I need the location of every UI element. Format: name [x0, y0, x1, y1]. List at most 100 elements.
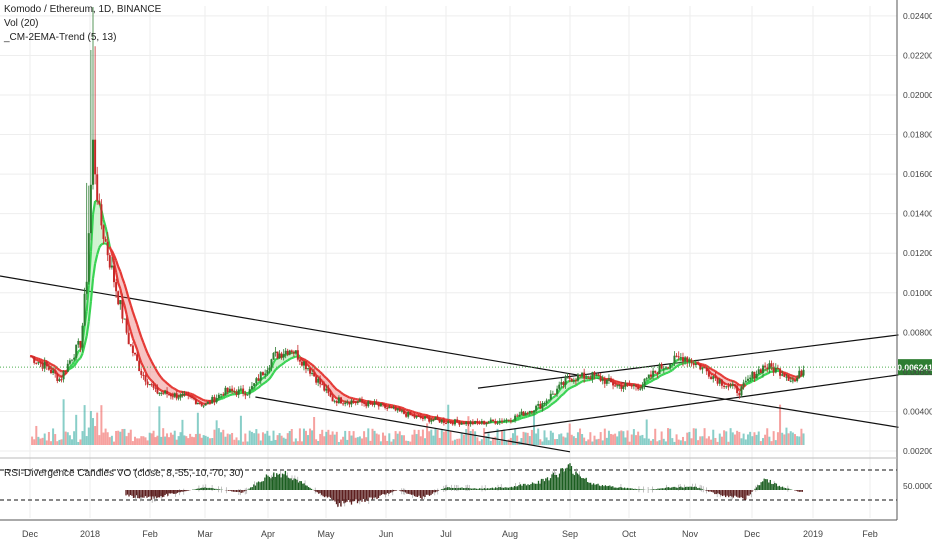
candle-body: [552, 394, 554, 395]
volume-bar: [399, 431, 401, 445]
candle-body: [467, 422, 469, 424]
candle-body: [58, 379, 60, 381]
ema-slow-line: [328, 380, 330, 382]
x-tick-label: Sep: [562, 529, 578, 539]
candle-body: [195, 399, 197, 404]
ema-slow-line: [200, 398, 202, 399]
candle-body: [523, 412, 525, 416]
volume-bar: [585, 441, 587, 445]
volume-bar: [775, 440, 777, 445]
candle-body: [176, 393, 178, 398]
candle-body: [357, 402, 359, 403]
volume-bar: [646, 419, 648, 445]
candle-body: [441, 420, 443, 423]
volume-bar: [195, 434, 197, 445]
volume-bar: [348, 431, 350, 445]
candle-body: [671, 363, 673, 364]
volume-bar: [121, 429, 123, 445]
candle-body: [325, 389, 327, 391]
volume-bar: [178, 436, 180, 445]
volume-bar: [684, 441, 686, 445]
ema-indicator-label[interactable]: _CM-2EMA-Trend (5, 13): [4, 32, 116, 43]
candle-body: [153, 385, 155, 388]
volume-bar: [313, 417, 315, 445]
symbol-label[interactable]: Komodo / Ethereum, 1D, BINANCE: [4, 4, 161, 15]
ema-slow-line: [169, 385, 171, 387]
volume-bar: [71, 439, 73, 445]
ema-slow-line: [312, 365, 314, 367]
candle-body: [531, 411, 533, 412]
candle-body: [162, 393, 164, 394]
trendlines: [0, 276, 899, 452]
candle-body: [342, 403, 344, 404]
ema-slow-line: [286, 361, 288, 362]
candle-body: [238, 389, 240, 394]
ema-slow-line: [202, 399, 204, 400]
candle-body: [94, 140, 96, 175]
volume-bar: [334, 435, 336, 445]
volume-bar: [673, 442, 675, 445]
volume-bar: [236, 437, 238, 445]
volume-bar: [680, 440, 682, 445]
volume-bar: [344, 431, 346, 445]
volume-bar: [126, 436, 128, 445]
candle-body: [164, 391, 166, 394]
candle-body: [281, 354, 283, 358]
ema-slow-line: [524, 417, 526, 418]
ema-fast-line: [198, 401, 200, 402]
volume-bar: [537, 429, 539, 445]
candle-body: [103, 225, 105, 239]
candle-body: [648, 375, 650, 379]
volume-bar: [428, 431, 430, 445]
volume-bar: [753, 432, 755, 445]
volume-bar: [688, 432, 690, 445]
ema-slow-line: [175, 389, 177, 390]
candle-body: [633, 385, 635, 386]
volume-bar: [508, 439, 510, 445]
volume-bar: [614, 434, 616, 445]
candle-body: [242, 389, 244, 394]
candle-body: [796, 378, 798, 381]
volume-bar: [637, 432, 639, 445]
volume-bar: [390, 442, 392, 445]
volume-bar: [92, 418, 94, 445]
ema-slow-line: [791, 375, 793, 376]
volume-bar: [721, 437, 723, 445]
volume-bar: [699, 436, 701, 445]
volume-bar: [712, 430, 714, 445]
volume-bar: [58, 440, 60, 445]
candle-body: [629, 384, 631, 386]
candle-body: [646, 378, 648, 379]
candle-body: [158, 393, 160, 394]
y-tick-label: 0.002000: [903, 446, 932, 456]
volume-bar: [756, 435, 758, 445]
volume-bar: [629, 442, 631, 445]
volume-bar: [656, 441, 658, 445]
candle-body: [414, 415, 416, 417]
volume-indicator-label[interactable]: Vol (20): [4, 18, 38, 29]
ema-slow-line: [408, 410, 410, 411]
rsi-level-label: 50.0000: [903, 481, 932, 491]
candle-body: [546, 401, 548, 403]
volume-bar: [447, 405, 449, 445]
ema-slow-line: [660, 375, 662, 376]
volume-bar: [301, 441, 303, 445]
candle-body: [378, 404, 380, 406]
volume-bar: [409, 442, 411, 445]
ema-slow-line: [728, 380, 730, 381]
candle-body: [253, 383, 255, 386]
candle-body: [44, 362, 46, 369]
volume-bar: [527, 433, 529, 445]
candle-body: [65, 371, 67, 372]
ema-slow-line: [324, 376, 326, 378]
candle-body: [309, 368, 311, 373]
candle-body: [749, 378, 751, 379]
rsi-indicator-label[interactable]: RSI-Divergence Candles VO (close, 8,-55,…: [4, 468, 244, 479]
volume-bar: [732, 432, 734, 445]
candle-body: [382, 403, 384, 404]
volume-bar: [701, 436, 703, 445]
ema-slow-line: [339, 391, 341, 393]
candle-body: [111, 266, 113, 268]
ema-fast-line: [335, 397, 337, 399]
